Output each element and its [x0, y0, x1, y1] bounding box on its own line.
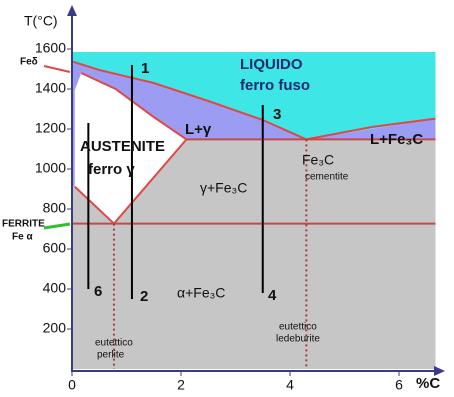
annotation: 3 — [273, 106, 281, 123]
annotation: ferro fuso — [240, 77, 310, 94]
annotation: FERRITE — [2, 219, 45, 230]
annotation: Fe α — [12, 232, 33, 243]
x-tick-label: 6 — [395, 377, 403, 393]
annotation: L+Fe₃C — [370, 131, 423, 148]
y-axis-arrow — [67, 5, 77, 16]
y-tick-label: 800 — [43, 200, 67, 216]
annotation: 1 — [141, 60, 149, 77]
y-axis-label: T(°C) — [24, 13, 58, 29]
annotation: Fe₃C — [302, 152, 334, 168]
y-tick-label: 1400 — [35, 80, 66, 96]
annotation: ferro γ — [88, 161, 135, 178]
annotation: 4 — [268, 287, 277, 304]
annotation: 2 — [140, 288, 148, 305]
annotation: L+γ — [185, 121, 212, 138]
annotation: eutettico — [279, 322, 317, 333]
annotations: LIQUIDO ferro fuso L+γ L+Fe₃C AUSTENITE … — [2, 56, 423, 361]
x-tick-label: 4 — [286, 377, 294, 393]
annotation: perlite — [97, 350, 125, 361]
x-axis-label: %C — [416, 375, 440, 392]
annotation: ledeburite — [276, 334, 320, 345]
y-tick-label: 400 — [43, 280, 67, 296]
phase-region — [72, 52, 436, 140]
pointer-arrow — [43, 65, 71, 73]
annotation: cementite — [305, 172, 349, 183]
phase-boundary — [71, 60, 307, 141]
y-tick-label: 1000 — [35, 160, 66, 176]
annotation: γ+Fe₃C — [200, 180, 247, 196]
plot-area — [71, 52, 436, 369]
annotation: Feδ — [20, 57, 38, 68]
y-tick-label: 600 — [43, 240, 67, 256]
x-tick-label: 0 — [68, 377, 76, 393]
x-tick-label: 2 — [177, 377, 185, 393]
pointer-arrow — [43, 222, 71, 230]
phase-boundary — [306, 117, 436, 141]
annotation: 6 — [94, 283, 102, 300]
y-tick-label: 200 — [43, 320, 67, 336]
phase-region — [72, 139, 436, 369]
phase-region — [74, 73, 187, 224]
x-axis-arrow — [434, 366, 445, 376]
annotation: AUSTENITE — [80, 138, 165, 155]
annotation: LIQUIDO — [240, 56, 303, 73]
annotation: eutettico — [95, 338, 133, 349]
annotation: α+Fe₃C — [177, 285, 225, 301]
phase-boundary — [80, 72, 188, 141]
y-tick-label: 1200 — [35, 120, 66, 136]
y-tick-label: 1600 — [35, 40, 66, 56]
